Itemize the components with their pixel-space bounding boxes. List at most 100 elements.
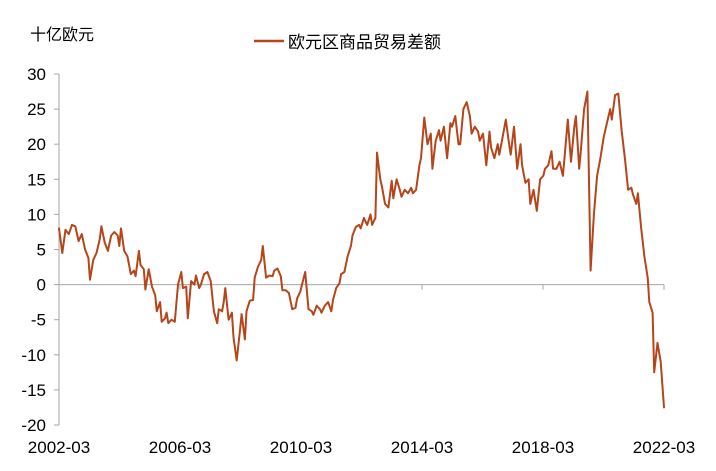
data-point — [343, 271, 345, 273]
data-point — [599, 157, 601, 159]
data-point — [637, 192, 639, 194]
data-point — [144, 288, 146, 290]
data-point — [99, 238, 101, 240]
data-point — [620, 129, 622, 131]
data-point — [555, 168, 557, 170]
data-point — [381, 185, 383, 187]
data-point — [180, 271, 182, 273]
data-point — [324, 305, 326, 307]
data-point — [143, 268, 145, 270]
data-point — [446, 157, 448, 159]
data-point — [203, 273, 205, 275]
data-point — [589, 269, 591, 271]
data-point — [651, 312, 653, 314]
plot-area — [58, 90, 665, 409]
data-point — [469, 115, 471, 117]
data-point — [462, 108, 464, 110]
data-point — [227, 319, 229, 321]
data-point — [358, 224, 360, 226]
data-point — [498, 154, 500, 156]
y-tick-label: -10 — [21, 346, 46, 365]
data-point — [296, 297, 298, 299]
data-point — [161, 321, 163, 323]
y-tick-label: -15 — [21, 381, 46, 400]
data-point — [371, 224, 373, 226]
data-point — [542, 175, 544, 177]
data-point — [224, 287, 226, 289]
data-point — [268, 274, 270, 276]
data-point — [391, 180, 393, 182]
series-line-trade-balance — [58, 90, 665, 409]
data-point — [363, 217, 365, 219]
data-point — [159, 301, 161, 303]
y-tick-label: -5 — [31, 311, 46, 330]
data-point — [148, 268, 150, 270]
data-point — [643, 255, 645, 257]
data-point — [138, 250, 140, 252]
data-point — [387, 206, 389, 208]
data-point — [660, 361, 662, 363]
data-point — [294, 307, 296, 309]
data-point — [570, 161, 572, 163]
data-point — [586, 90, 588, 92]
data-point — [271, 275, 273, 277]
data-point — [488, 130, 490, 132]
data-point — [404, 189, 406, 191]
data-point — [81, 233, 83, 235]
data-point — [563, 157, 565, 159]
data-point — [312, 314, 314, 316]
data-point — [134, 275, 136, 277]
data-point — [474, 126, 476, 128]
data-point — [174, 321, 176, 323]
data-point — [232, 336, 234, 338]
x-tick-label: 2002-03 — [28, 438, 90, 457]
y-tick-label: 10 — [27, 205, 46, 224]
data-point — [87, 257, 89, 259]
data-point — [319, 308, 321, 310]
y-axis: 30 25 20 15 10 5 0 -5 -10 -15 -20 — [21, 65, 60, 435]
data-point — [366, 224, 368, 226]
data-point — [240, 313, 242, 315]
data-point — [614, 94, 616, 96]
data-point — [443, 126, 445, 128]
data-point — [130, 273, 132, 275]
data-point — [435, 140, 437, 142]
data-point — [423, 116, 425, 118]
data-point — [583, 108, 585, 110]
data-point — [92, 259, 94, 261]
data-point — [426, 143, 428, 145]
data-point — [360, 227, 362, 229]
data-point — [516, 168, 518, 170]
data-point — [320, 312, 322, 314]
y-tick-label: 30 — [27, 65, 46, 84]
data-point — [627, 189, 629, 191]
data-point — [400, 196, 402, 198]
data-point — [648, 301, 650, 303]
data-point — [351, 234, 353, 236]
data-point — [479, 140, 481, 142]
data-point — [593, 213, 595, 215]
data-point — [490, 147, 492, 149]
data-point — [177, 283, 179, 285]
data-point — [218, 308, 220, 310]
data-point — [415, 189, 417, 191]
data-point — [61, 252, 63, 254]
data-point — [459, 143, 461, 145]
legend-label: 欧元区商品贸易差额 — [288, 33, 441, 53]
data-point — [632, 194, 634, 196]
data-point — [280, 275, 282, 277]
y-tick-label: 5 — [37, 241, 46, 260]
data-point — [327, 301, 329, 303]
data-point — [547, 164, 549, 166]
data-point — [407, 192, 409, 194]
data-point — [167, 322, 169, 324]
data-point — [454, 115, 456, 117]
data-point — [340, 273, 342, 275]
data-point — [449, 122, 451, 124]
data-point — [410, 187, 412, 189]
data-point — [165, 312, 167, 314]
data-point — [379, 178, 381, 180]
data-point — [524, 182, 526, 184]
data-point — [117, 234, 119, 236]
data-point — [221, 310, 223, 312]
